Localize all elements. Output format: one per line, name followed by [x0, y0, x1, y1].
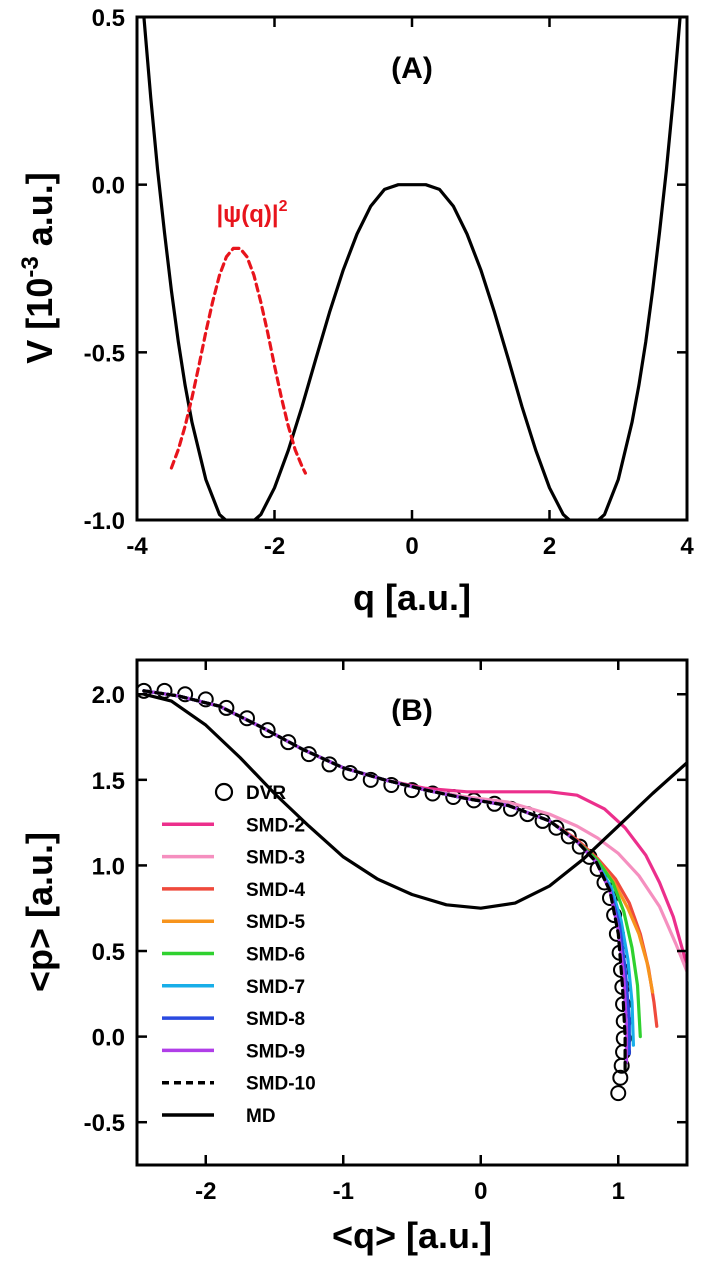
y-tick-label: 2.0: [92, 682, 125, 709]
x-tick-label: 4: [680, 533, 694, 560]
series-line-smd-10: [142, 689, 627, 1073]
x-tick-label: 0: [405, 533, 418, 560]
panel-a-label: (A): [391, 52, 433, 85]
legend-item-dvr: DVR: [214, 782, 286, 804]
panel-a-x-axis-label: q [a.u.]: [353, 577, 471, 618]
panel-b-y-axis-label: <p> [a.u.]: [19, 832, 60, 992]
dvr-point: [404, 782, 420, 799]
legend-item-smd-8: SMD-8: [162, 1009, 305, 1030]
legend-label: SMD-5: [246, 912, 306, 933]
y-tick-label: 0.5: [92, 5, 125, 32]
panel-b-legend: DVR SMD-2 SMD-3 SMD-4 SMD-5 SMD-6 SMD-7 SMD-8 SM…: [162, 782, 316, 1127]
legend-item-smd-4: SMD-4: [162, 880, 306, 901]
legend-label: SMD-7: [246, 977, 305, 998]
dvr-point: [362, 771, 379, 788]
y-tick-label: -0.5: [84, 340, 125, 367]
legend-label: MD: [246, 1106, 276, 1127]
panel-a: -4 -2 0 2 4 -1.0 -0.5 0.0 0.5 (A) |ψ(q)|2 q [a.u…: [17, 5, 694, 618]
x-tick-label: -2: [195, 1178, 216, 1205]
legend-item-smd-7: SMD-7: [162, 977, 305, 998]
panel-b-frame: [135, 658, 689, 1167]
series-line-curve-0: [142, 17, 682, 520]
series-line-smd-6: [142, 689, 642, 1039]
series-line-md: [142, 692, 687, 910]
dvr-point: [280, 734, 297, 751]
legend-label: SMD-9: [246, 1041, 305, 1062]
y-tick-label: 0.0: [92, 173, 125, 200]
x-tick-label: 0: [474, 1178, 487, 1205]
legend-item-smd-9: SMD-9: [162, 1041, 305, 1062]
panel-a-y-axis-label: V [10-3 a.u.]: [17, 172, 60, 363]
x-tick-label: -4: [126, 533, 148, 560]
dvr-point: [259, 722, 276, 739]
x-tick-label: 1: [612, 1178, 625, 1205]
series-line-smd-3: [142, 689, 687, 974]
series-line-smd-8: [142, 689, 631, 1056]
y-tick-label: 0.0: [92, 1025, 125, 1052]
legend-label: SMD-6: [246, 945, 305, 966]
legend-label: DVR: [246, 783, 286, 804]
panel-b: -2 -1 0 1 -0.5 0.0 0.5 1.0 1.5 2.0 DVR SMD-2 SMD-3 S…: [19, 658, 689, 1256]
y-tick-label: 1.0: [92, 853, 125, 880]
dvr-point: [383, 776, 400, 793]
legend-item-smd-10: SMD-10: [162, 1074, 316, 1095]
series-line-curve-1: [169, 246, 307, 475]
legend-item-smd-2: SMD-2: [162, 815, 305, 836]
dvr-point: [177, 686, 194, 703]
legend-label: SMD-4: [246, 880, 306, 901]
dvr-point: [560, 828, 577, 845]
x-tick-label: -1: [333, 1178, 354, 1205]
panel-b-x-axis-label: <q> [a.u.]: [332, 1215, 492, 1256]
dvr-point: [610, 1085, 627, 1102]
legend-item-smd-6: SMD-6: [162, 945, 305, 966]
psi-squared-annotation: |ψ(q)|2: [216, 198, 287, 228]
dvr-point: [218, 699, 235, 716]
y-tick-label: -0.5: [84, 1110, 125, 1137]
legend-label: SMD-8: [246, 1009, 305, 1030]
series-line-smd-7: [142, 689, 636, 1047]
dvr-point: [548, 819, 565, 836]
dvr-point: [612, 1069, 629, 1086]
legend-label: SMD-2: [246, 815, 305, 836]
series-line-smd-9: [142, 689, 629, 1064]
legend-label: SMD-10: [246, 1074, 316, 1095]
x-tick-label: -2: [264, 533, 285, 560]
legend-marker-dvr: [214, 782, 234, 802]
panel-b-label: (B): [391, 694, 433, 727]
y-tick-label: -1.0: [84, 508, 125, 535]
dvr-point: [197, 691, 214, 708]
legend-label: SMD-3: [246, 848, 305, 869]
x-tick-label: 2: [543, 533, 556, 560]
legend-item-md: MD: [162, 1106, 276, 1127]
panel-a-frame: [135, 15, 689, 522]
legend-item-smd-3: SMD-3: [162, 848, 305, 869]
y-tick-label: 0.5: [92, 939, 125, 966]
y-tick-label: 1.5: [92, 768, 125, 795]
dvr-point: [613, 1057, 630, 1074]
legend-item-smd-5: SMD-5: [162, 912, 306, 933]
series-line-smd-2: [142, 689, 687, 973]
